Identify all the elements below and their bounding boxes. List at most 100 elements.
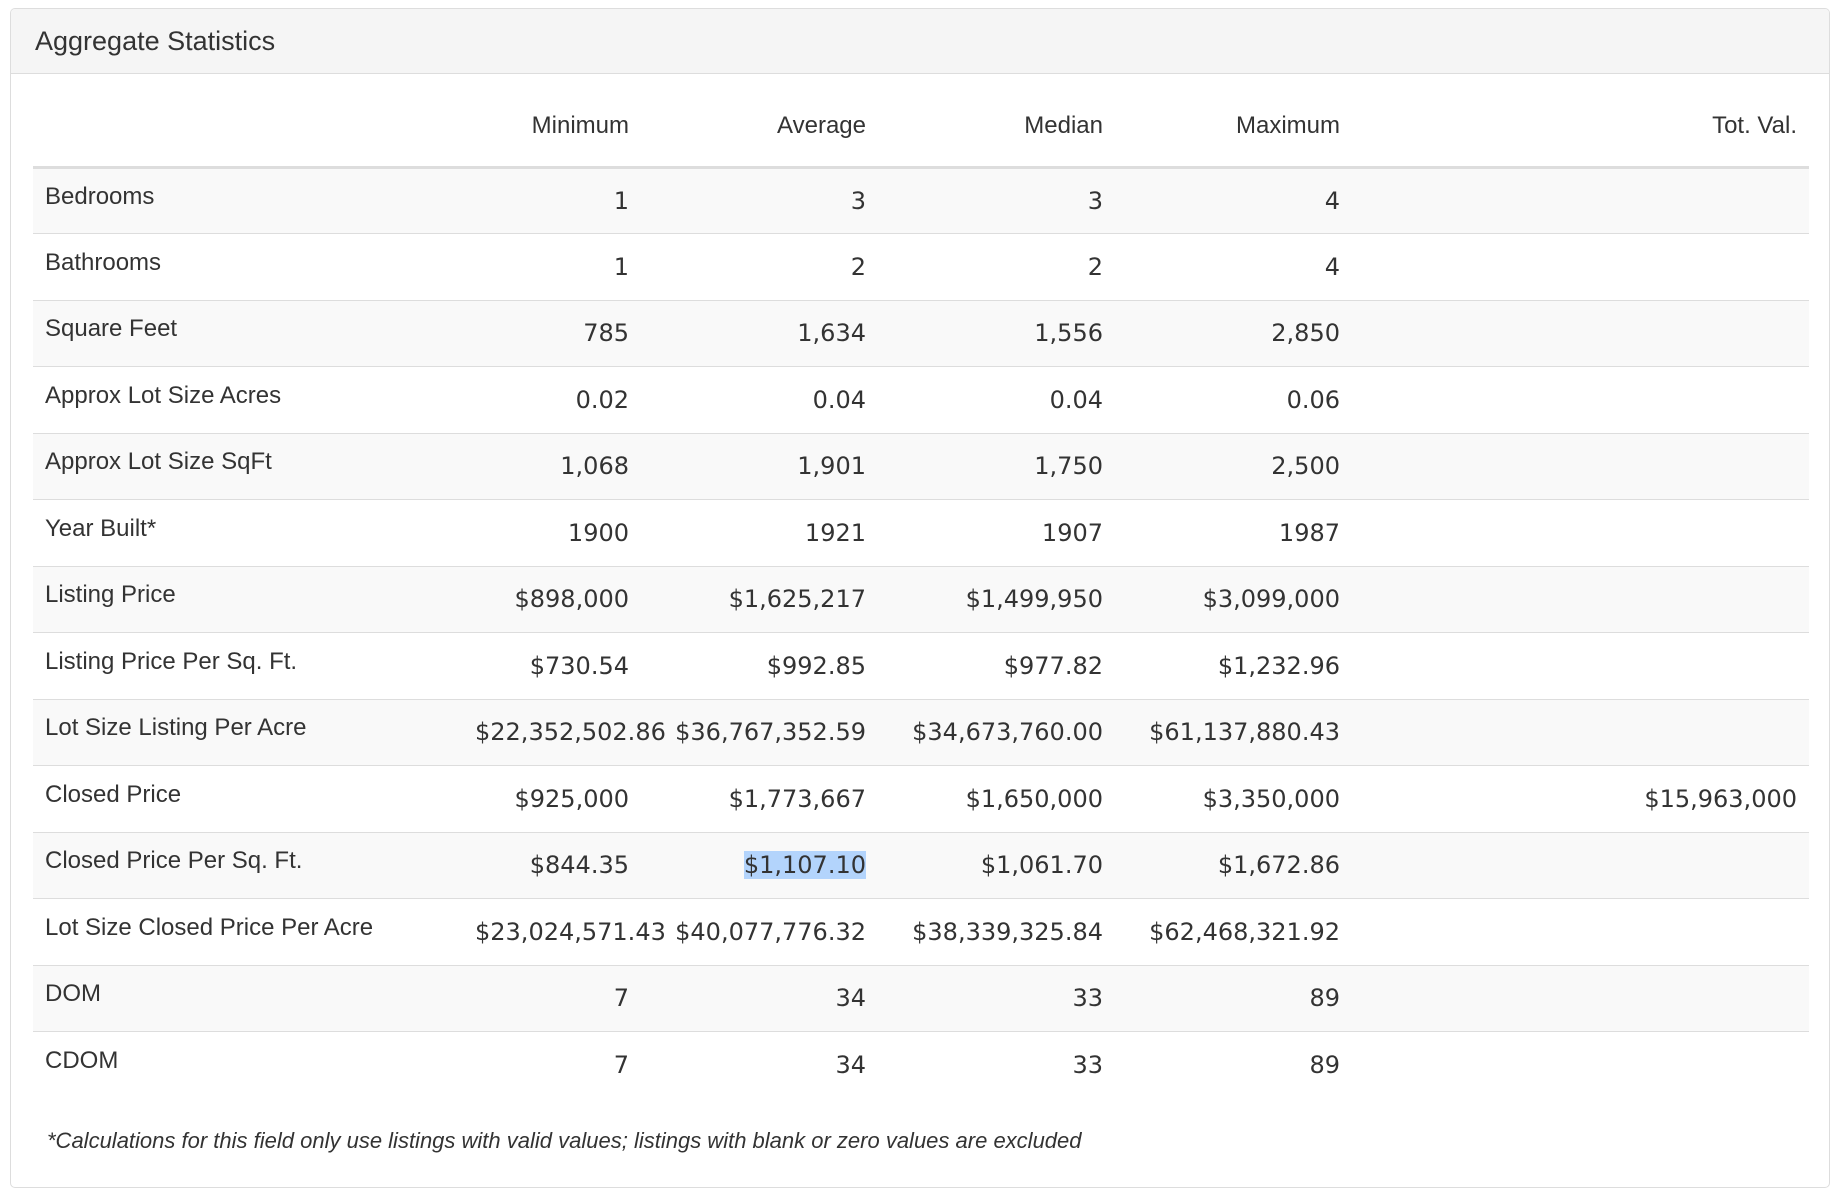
table-row: Listing Price Per Sq. Ft. $730.54 $992.85 $… — [33, 632, 1809, 699]
column-header-total-value: Tot. Val. — [1352, 87, 1809, 169]
cell-average-text: 3 — [850, 186, 866, 215]
cell-median-text: $977.82 — [1003, 651, 1103, 680]
row-label-text: Bedrooms — [45, 182, 155, 210]
row-label-text: Closed Price Per Sq. Ft. — [45, 847, 303, 875]
cell-maximum: 4 — [1115, 167, 1352, 234]
cell-median: $1,499,950 — [878, 565, 1115, 633]
cell-minimum: 7 — [463, 964, 641, 1032]
row-label: Approx Lot Size Acres — [33, 366, 463, 433]
table-row: Approx Lot Size Acres 0.02 0.04 0.04 0.06 — [33, 366, 1809, 433]
cell-minimum-text: 1900 — [567, 518, 629, 547]
cell-minimum-text: 7 — [613, 984, 629, 1013]
row-label: Listing Price — [33, 565, 463, 633]
cell-minimum: $23,024,571.43 — [463, 898, 666, 965]
row-label-text: DOM — [45, 980, 101, 1008]
table-row: Square Feet 785 1,634 1,556 2,850 — [33, 299, 1809, 367]
cell-average-text: 1,634 — [797, 319, 866, 348]
cell-total-value — [1352, 499, 1809, 566]
cell-median: 1,750 — [878, 432, 1115, 500]
cell-maximum: 4 — [1115, 233, 1352, 300]
cell-minimum-text: 1 — [613, 186, 629, 215]
cell-maximum-text: $3,099,000 — [1202, 585, 1340, 614]
cell-maximum: $3,350,000 — [1115, 765, 1352, 832]
cell-minimum-text: 1 — [613, 252, 629, 281]
cell-total-value: $15,963,000 — [1352, 765, 1809, 832]
cell-total-value — [1352, 898, 1809, 965]
table-row: Listing Price $898,000 $1,625,217 $1,499,95… — [33, 565, 1809, 633]
row-label: Lot Size Listing Per Acre — [33, 698, 463, 766]
cell-median-text: 33 — [1072, 984, 1103, 1013]
row-label-text: Lot Size Closed Price Per Acre — [45, 913, 374, 941]
cell-total-value — [1352, 233, 1809, 300]
cell-maximum: 2,500 — [1115, 432, 1352, 500]
cell-median: 33 — [878, 1031, 1115, 1098]
cell-median: 1,556 — [878, 299, 1115, 367]
row-label: Bathrooms — [33, 233, 463, 300]
cell-maximum: 2,850 — [1115, 299, 1352, 367]
table-row: DOM 7 34 33 89 — [33, 964, 1809, 1032]
cell-average: 2 — [641, 233, 878, 300]
cell-average: 34 — [641, 964, 878, 1032]
cell-median-text: 0.04 — [1049, 385, 1103, 414]
cell-median-text: $1,061.70 — [980, 851, 1103, 880]
row-label-text: Bathrooms — [45, 248, 162, 276]
row-label: Listing Price Per Sq. Ft. — [33, 632, 463, 699]
cell-minimum-text: $23,024,571.43 — [475, 917, 666, 946]
cell-median-text: 2 — [1087, 252, 1103, 281]
cell-maximum-text: 2,850 — [1271, 319, 1340, 348]
cell-average-text: $1,625,217 — [728, 585, 866, 614]
cell-median-text: 1907 — [1041, 518, 1103, 547]
cell-maximum-text: 89 — [1309, 984, 1340, 1013]
cell-average-text: $36,767,352.59 — [675, 718, 866, 747]
column-header-median: Median — [878, 87, 1115, 169]
table-row: Lot Size Listing Per Acre $22,352,502.86 $… — [33, 698, 1809, 766]
cell-maximum-text: 2,500 — [1271, 452, 1340, 481]
cell-total-value — [1352, 432, 1809, 500]
cell-median-text: 33 — [1072, 1051, 1103, 1079]
cell-maximum-text: 1987 — [1278, 518, 1340, 547]
cell-maximum-text: 4 — [1324, 186, 1340, 215]
cell-maximum-text: 89 — [1309, 1051, 1340, 1079]
cell-average-text: 2 — [850, 252, 866, 281]
cell-minimum-text: $730.54 — [529, 651, 629, 680]
cell-maximum-text: $61,137,880.43 — [1149, 718, 1340, 747]
cell-maximum-text: 4 — [1324, 252, 1340, 281]
column-header-minimum: Minimum — [463, 87, 641, 169]
row-label: Square Feet — [33, 299, 463, 367]
cell-average: 0.04 — [641, 366, 878, 433]
table-row: Bedrooms 1 3 3 4 — [33, 167, 1809, 234]
cell-minimum-text: 1,068 — [560, 452, 629, 481]
cell-average-text: 1,901 — [797, 452, 866, 481]
cell-total-value — [1352, 632, 1809, 699]
cell-maximum: $3,099,000 — [1115, 565, 1352, 633]
cell-median-text: 3 — [1087, 186, 1103, 215]
cell-minimum: 0.02 — [463, 366, 641, 433]
cell-average-text: $40,077,776.32 — [675, 917, 866, 946]
cell-average: 34 — [641, 1031, 878, 1098]
cell-median-text: 1,750 — [1034, 452, 1103, 481]
panel-title: Aggregate Statistics — [11, 9, 1829, 74]
cell-average: $992.85 — [641, 632, 878, 699]
cell-median: 1907 — [878, 499, 1115, 566]
aggregate-statistics-panel: Aggregate Statistics Minimum Average Med… — [10, 8, 1830, 1188]
cell-maximum: 89 — [1115, 1031, 1352, 1098]
cell-maximum: $62,468,321.92 — [1115, 898, 1352, 965]
cell-average: $1,625,217 — [641, 565, 878, 633]
cell-average-text: $1,773,667 — [728, 784, 866, 813]
row-label: DOM — [33, 964, 463, 1032]
selected-text: $1,107.10 — [743, 851, 866, 880]
cell-minimum-text: $22,352,502.86 — [475, 718, 666, 747]
cell-minimum: $844.35 — [463, 831, 641, 899]
row-label-text: Square Feet — [45, 315, 178, 343]
cell-maximum-text: $1,232.96 — [1217, 651, 1340, 680]
cell-average-text: 0.04 — [812, 385, 866, 414]
cell-maximum: 1987 — [1115, 499, 1352, 566]
cell-median: $34,673,760.00 — [878, 698, 1115, 766]
cell-maximum: $1,232.96 — [1115, 632, 1352, 699]
cell-median: $1,650,000 — [878, 765, 1115, 832]
cell-average: 1921 — [641, 499, 878, 566]
cell-median-text: 1,556 — [1034, 319, 1103, 348]
cell-minimum-text: $844.35 — [529, 851, 629, 880]
column-header-label — [33, 87, 463, 169]
cell-average-text: 34 — [835, 1051, 866, 1079]
